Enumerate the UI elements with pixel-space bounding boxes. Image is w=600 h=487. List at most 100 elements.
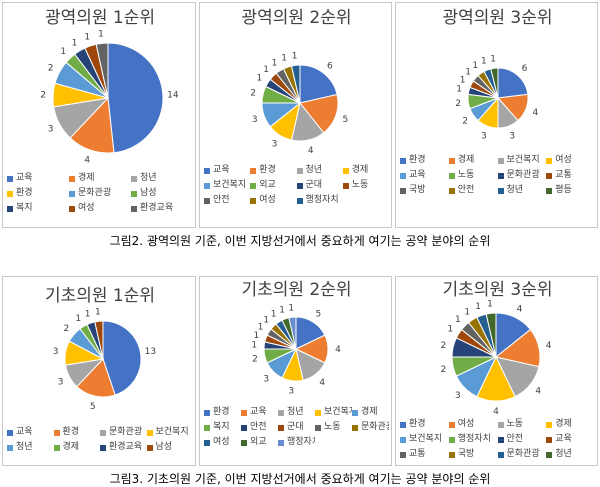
legend-label: 경제 [361,407,378,417]
legend-swatch [7,175,13,182]
legend-swatch [497,436,504,443]
data-label: 1 [263,65,269,75]
legend-label: 보건복지 [155,427,189,437]
legend-item: 국방 [400,183,449,198]
legend-item: 보건복지 [146,425,194,440]
legend-label: 청년 [305,165,323,175]
legend-label: 남성 [155,442,173,452]
data-label: 1 [75,314,81,324]
chart-title: 광역의원 2순위 [241,8,351,28]
data-label: 2 [48,64,54,74]
legend-swatch [204,167,210,174]
legend-item: 청년 [278,405,315,420]
legend-swatch [352,409,358,416]
legend-item: 교육 [7,171,69,186]
legend-label: 교육 [213,165,230,175]
data-label: 2 [455,99,461,109]
legend-swatch [250,167,257,174]
legend-swatch [315,409,321,416]
legend-label: 청년 [506,185,524,195]
data-label: 2 [40,90,46,100]
legend-swatch [546,157,553,164]
legend-item: 경제 [69,171,131,186]
legend-item: 노동 [342,178,389,193]
data-label: 5 [342,115,348,125]
data-label: 1 [271,309,277,319]
chart-title: 기초의원 2순위 [241,280,351,300]
chart-legend: 교육 환경 청년 경제 보건복지 외교 군대 노동 안전 여성 행정자치 [204,163,389,208]
legend-label: 여성 [555,155,572,165]
data-label: 4 [308,146,314,156]
legend-label: 보건복지 [213,180,247,190]
legend-item: 청년 [296,163,343,178]
figure-caption-3: 그림3. 기초의원 기준, 이번 지방선거에서 중요하게 여기는 공약 분야의 … [109,472,491,486]
legend-label: 환경교육 [109,442,143,452]
legend-item: 환경 [250,163,296,178]
legend-label: 문화관광 [78,188,112,198]
legend-swatch [546,451,553,458]
legend-item: 경제 [546,417,595,432]
legend-label: 경제 [62,442,80,452]
legend-swatch [7,205,13,212]
data-label: 3 [48,124,54,134]
legend-item: 노동 [497,417,547,432]
legend-label: 안전 [213,195,230,205]
pie-slice-남성 [94,320,104,360]
legend-label: 청년 [287,407,304,417]
legend-item: 환경 [53,425,101,440]
data-label: 1 [72,38,78,48]
legend-item: 복지 [204,420,241,435]
legend-item: 환경교육 [131,201,193,216]
legend-item: 교육 [204,163,250,178]
legend-item: 보건복지 [315,405,352,420]
legend-label: 안전 [506,434,524,444]
legend-swatch [69,175,75,182]
legend-label: 보건복지 [506,155,540,165]
legend-item: 노동 [448,168,498,183]
legend-label: 국방 [457,449,475,459]
legend-label: 경제 [457,155,475,165]
legend-label: 보건복지 [409,434,443,444]
legend-label: 환경 [409,155,426,165]
legend-swatch [315,424,321,431]
chart-title: 광역의원 1순위 [45,8,155,28]
legend-item: 교육 [546,432,595,447]
chart-panel-gicho-2: 기초의원 2순위5443321111111환경교육청년보건복지경제복지안전군대노… [199,276,392,466]
legend-label: 여성 [78,203,95,213]
data-label: 2 [64,324,70,334]
data-label: 5 [315,309,321,319]
legend-item: 환경 [400,417,449,432]
legend-swatch [497,451,504,458]
legend-item: 복지 [7,201,69,216]
chart-panel-gwangyeok-2: 광역의원 2순위 6 5 4 3 3 2 1 1 1 1 1 교육 환경 청년 경제 보건복지 외교 군대 노동 안전 여… [199,2,392,228]
data-label: 2 [440,365,446,375]
data-label: 1 [60,47,66,57]
legend-swatch [146,429,153,436]
legend-label: 외교 [250,437,267,447]
legend-label: 노동 [506,419,524,429]
data-label: 3 [455,391,461,401]
legend-label: 안전 [250,422,267,432]
legend-swatch [296,167,303,174]
legend-swatch [546,436,553,443]
data-label: 4 [335,345,341,355]
legend-label: 여성 [259,195,276,205]
legend-swatch [204,424,210,431]
pie-slice-교육 [107,42,164,154]
legend-item: 여성 [204,435,241,450]
chart-panel-gwangyeok-1: 광역의원 1순위 14 4 3 2 2 1 1 1 1 교육 경제 청년 환경 문화관광 남성 복지 여성 환경교육 [2,2,196,228]
legend-item: 문화관광 [100,425,147,440]
legend-label: 교육 [16,427,33,437]
data-label: 3 [288,387,294,397]
data-label: 14 [167,90,179,100]
legend-swatch [296,182,303,189]
legend-swatch [69,205,75,212]
legend-label: 보건복지 [324,407,352,417]
chart-title: 광역의원 3순위 [442,8,552,28]
legend-swatch [204,182,210,189]
